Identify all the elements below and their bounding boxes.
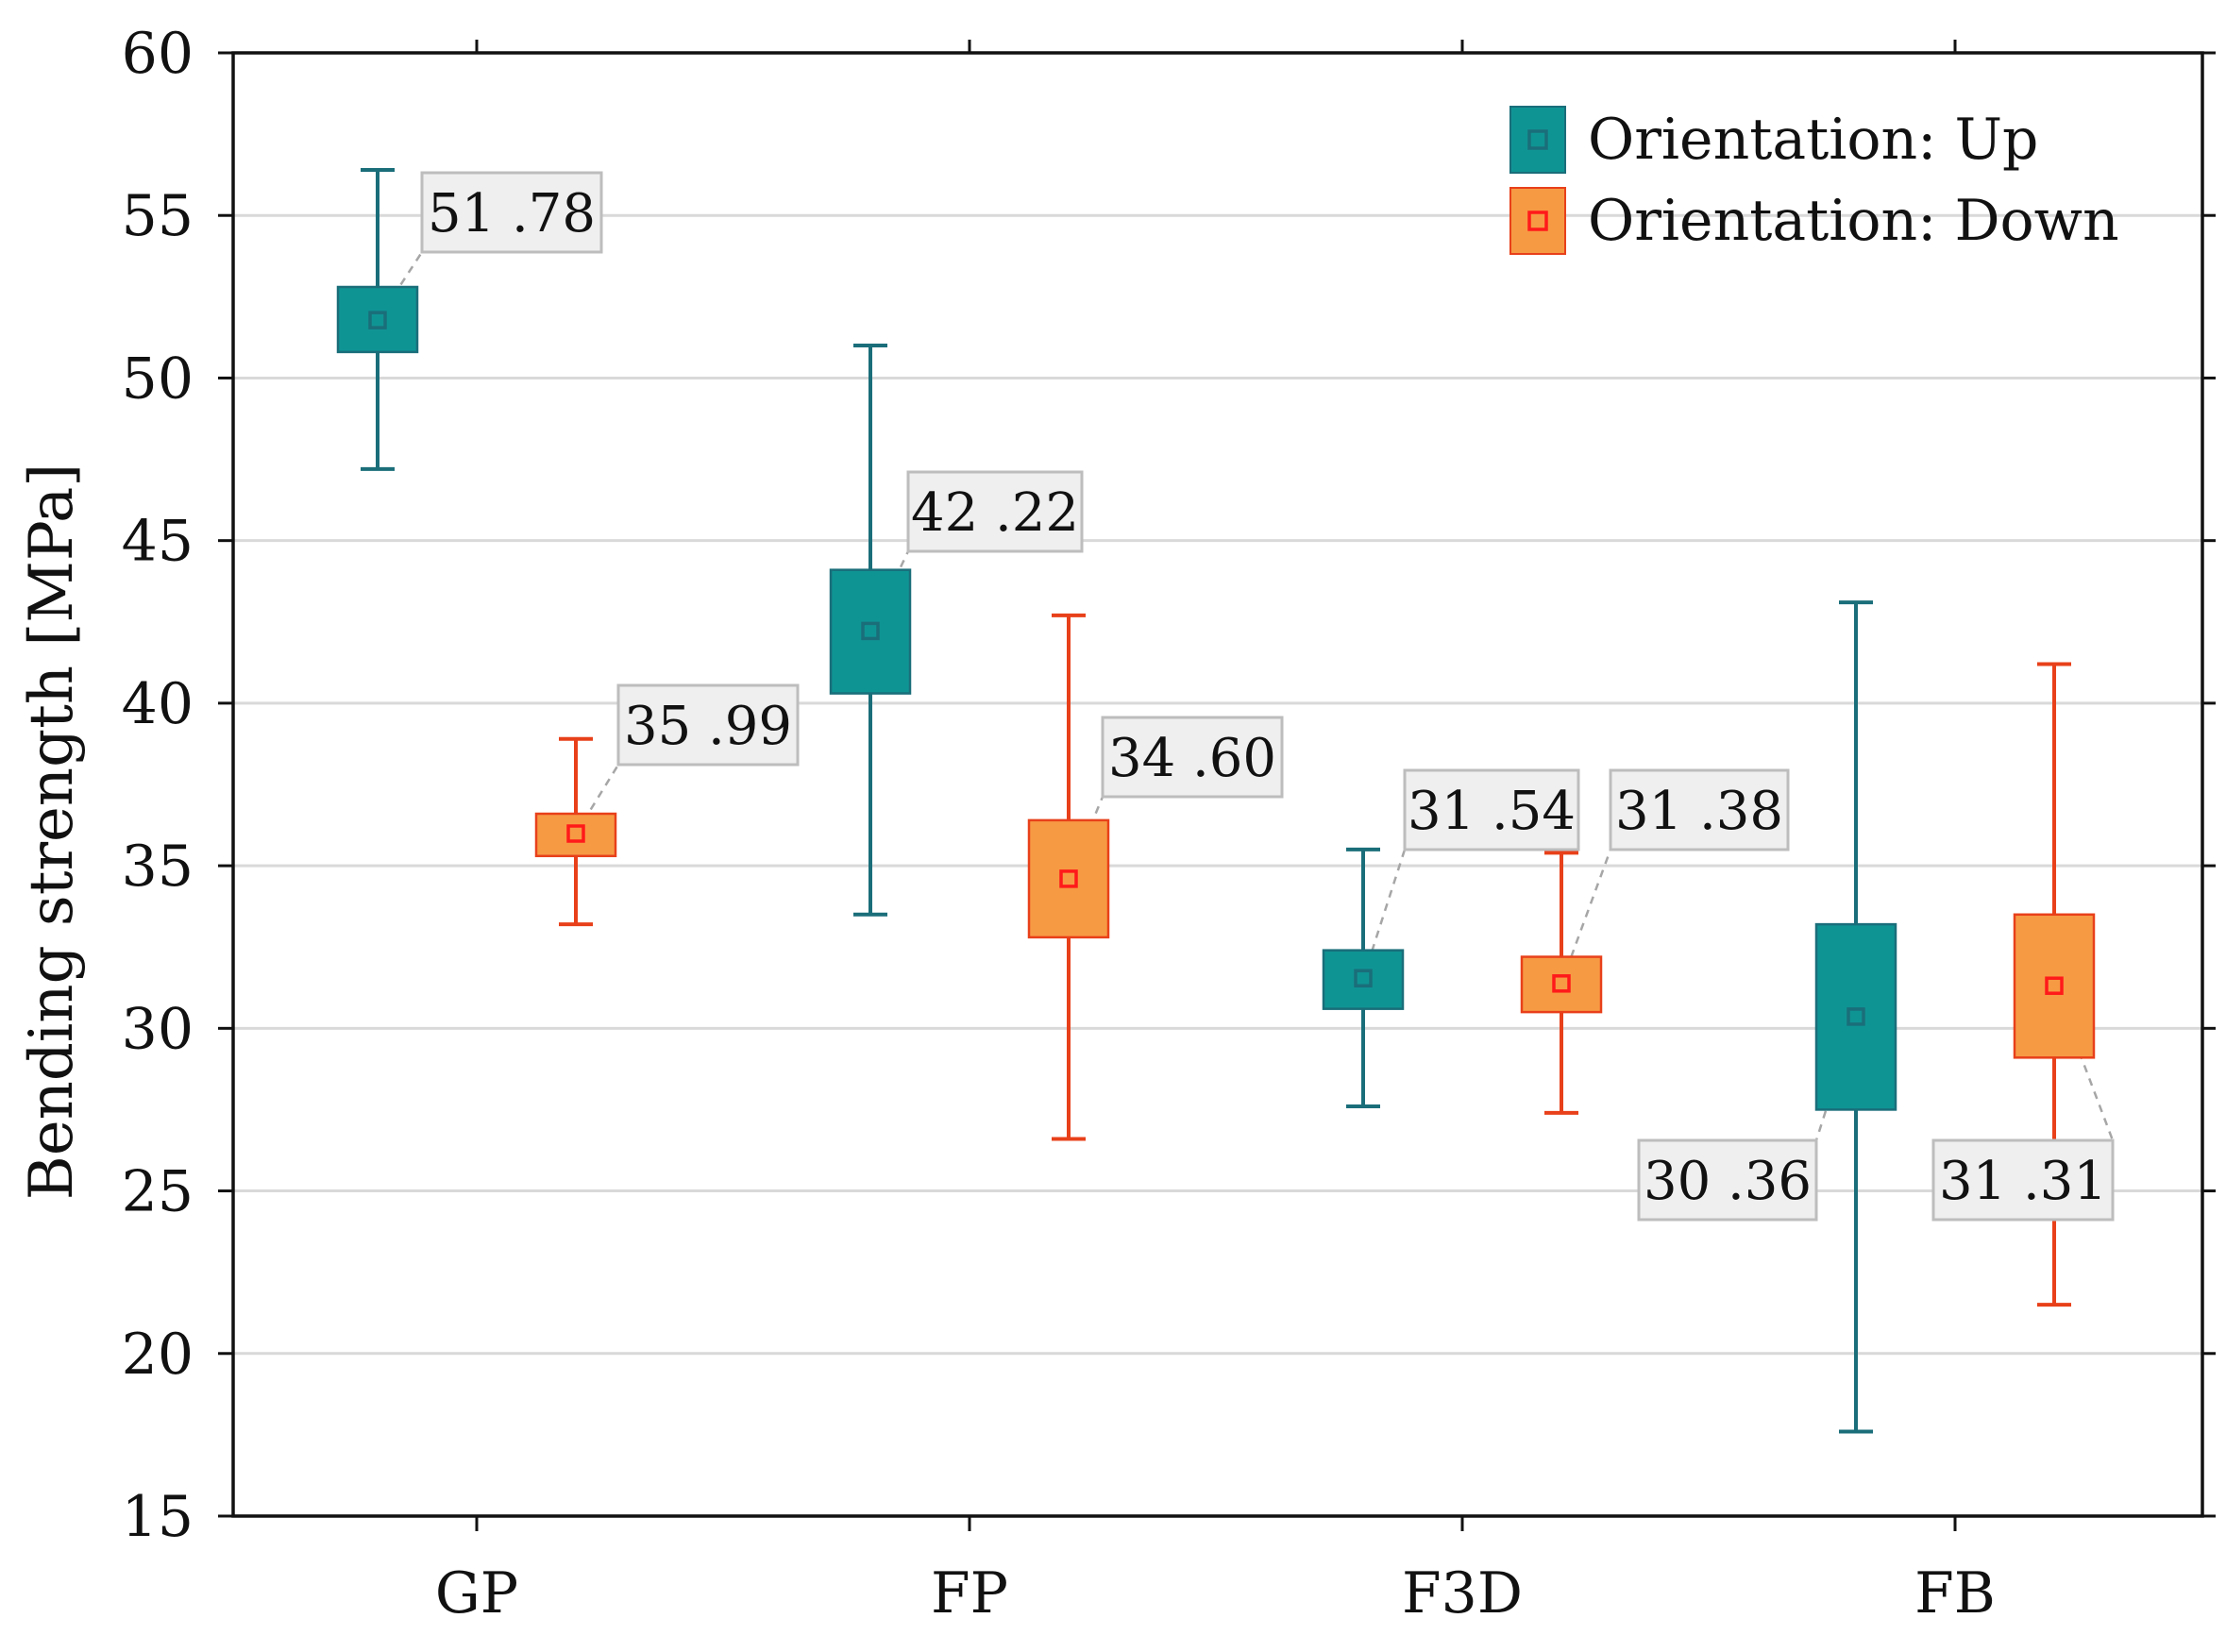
y-tick-label: 35 [122,834,194,900]
axes: 15 20 25 30 35 40 45 50 55 60 GP FP F3D FB Bending str… [17,21,2216,1627]
x-tick-label: F3D [1402,1560,1523,1627]
data-label-box-down-GP [616,683,800,767]
data-label-box-up-F3D [1403,768,1580,851]
mean-marker-down-FP [1059,869,1078,888]
plot-frame-rect [231,51,2204,1518]
data-label-down-FB: 31 .31 [1939,1151,2107,1212]
mean-marker-up-GP [368,311,387,329]
y-tick-label: 45 [122,509,194,575]
mean-marker-up-FP [861,621,880,641]
data-label-up-FP: 42 .22 [911,482,1079,544]
legend-label: Orientation: Up [1588,107,2038,173]
x-tick-label: FP [931,1560,1008,1627]
y-tick-label: 30 [122,996,194,1062]
y-tick-label: 55 [122,183,194,249]
x-tick-label: FB [1914,1560,1996,1627]
box-up-FP [829,568,912,695]
data-label-up-FB: 30 .36 [1644,1151,1812,1212]
data-label-box-down-F3D [1609,768,1790,851]
grid-layer [233,213,2202,1356]
box-down-FP [1027,818,1110,939]
data-label-down-FP: 34 .60 [1108,728,1276,789]
data-label-up-GP: 51 .78 [428,183,596,244]
box-down-GP [534,812,617,858]
legend-marker [1527,211,1548,231]
data-labels: 51 .78 42 .22 31 .54 30 .36 35 .99 34 .60 31 .… [420,171,2115,1222]
mean-marker-down-FB [2045,976,2064,995]
box-layer [336,168,2096,1434]
mean-marker-down-GP [566,824,585,843]
y-tick-label: 40 [122,671,194,737]
box-up-GP [336,285,419,354]
y-tick-label: 60 [122,21,194,87]
y-tick-label: 20 [122,1322,194,1388]
y-tick-label: 15 [122,1484,194,1550]
box-up-FB [1814,922,1897,1111]
legend-swatch [1509,106,1566,174]
data-label-box-up-FB [1637,1138,1818,1222]
mean-marker-down-F3D [1552,974,1571,993]
y-axis-title: Bending strength [MPa] [17,464,87,1200]
data-label-down-F3D: 31 .38 [1615,781,1783,842]
data-label-box-up-FP [906,470,1084,553]
mean-marker-up-F3D [1354,969,1373,988]
legend-marker [1527,129,1548,150]
data-label-box-down-FB [1931,1138,2115,1222]
box-up-F3D [1322,949,1405,1010]
y-tick-label: 25 [122,1159,194,1225]
plot-frame [231,51,2204,1518]
box-down-FB [2013,913,2096,1059]
legend-label: Orientation: Down [1588,188,2119,254]
data-label-box-up-GP [420,171,603,254]
data-label-box-down-FP [1101,716,1284,799]
leader-line-down-F3D [1560,849,1612,985]
box-down-F3D [1520,955,1603,1014]
y-tick-label: 50 [122,346,194,412]
mean-marker-up-FB [1847,1007,1865,1026]
legend-swatch [1509,187,1566,255]
data-label-up-F3D: 31 .54 [1408,781,1576,842]
data-label-down-GP: 35 .99 [624,696,792,757]
legend: Orientation: Up Orientation: Down [1509,106,2119,255]
x-tick-label: GP [435,1560,518,1627]
